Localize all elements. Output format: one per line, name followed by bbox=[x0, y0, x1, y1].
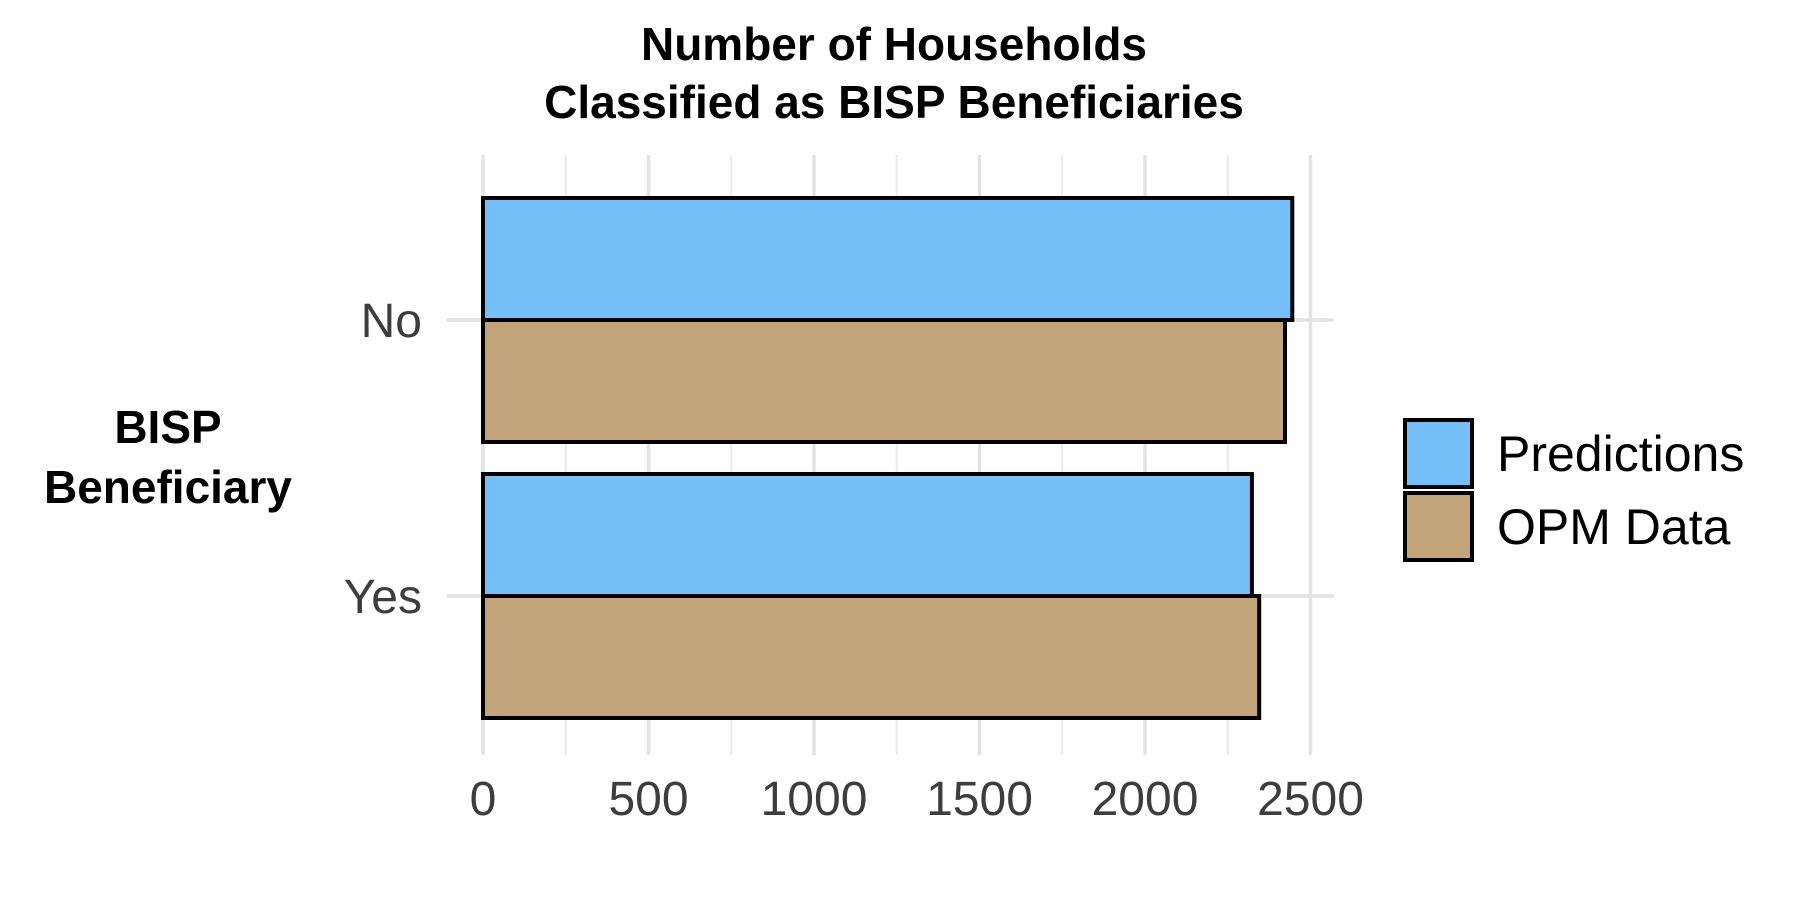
x-tick-label: 1000 bbox=[761, 773, 868, 826]
legend-key-opm-data bbox=[1403, 491, 1474, 562]
bar-no-predictions bbox=[481, 196, 1295, 322]
chart-title: Number of Households Classified as BISP … bbox=[544, 18, 1244, 128]
legend-label-opm-data: OPM Data bbox=[1497, 499, 1731, 555]
x-tick-label: 2500 bbox=[1257, 773, 1364, 826]
legend-key-predictions bbox=[1403, 418, 1474, 489]
legend: Predictions OPM Data bbox=[1403, 418, 1744, 562]
y-tick-label-no: No bbox=[361, 295, 422, 348]
x-tick-label: 1500 bbox=[926, 773, 1033, 826]
bar-yes-predictions bbox=[481, 472, 1254, 598]
y-axis-tick-labels: No Yes bbox=[344, 295, 422, 624]
legend-label-predictions: Predictions bbox=[1497, 426, 1744, 482]
chart-title-line-2: Classified as BISP Beneficiaries bbox=[544, 76, 1244, 128]
y-axis-label-line-1: BISP bbox=[114, 401, 221, 453]
y-axis-label: BISP Beneficiary bbox=[44, 401, 292, 513]
bar-no-opm-data bbox=[481, 318, 1288, 444]
x-axis-tick-labels: 0 500 1000 1500 2000 2500 bbox=[470, 773, 1364, 826]
x-tick-label: 500 bbox=[608, 773, 688, 826]
y-axis-label-line-2: Beneficiary bbox=[44, 461, 292, 513]
bars bbox=[481, 196, 1295, 720]
bar-yes-opm-data bbox=[481, 594, 1262, 720]
chart-title-line-1: Number of Households bbox=[641, 18, 1147, 70]
x-tick-label: 0 bbox=[470, 773, 497, 826]
y-tick-label-yes: Yes bbox=[344, 571, 422, 624]
x-tick-label: 2000 bbox=[1092, 773, 1199, 826]
